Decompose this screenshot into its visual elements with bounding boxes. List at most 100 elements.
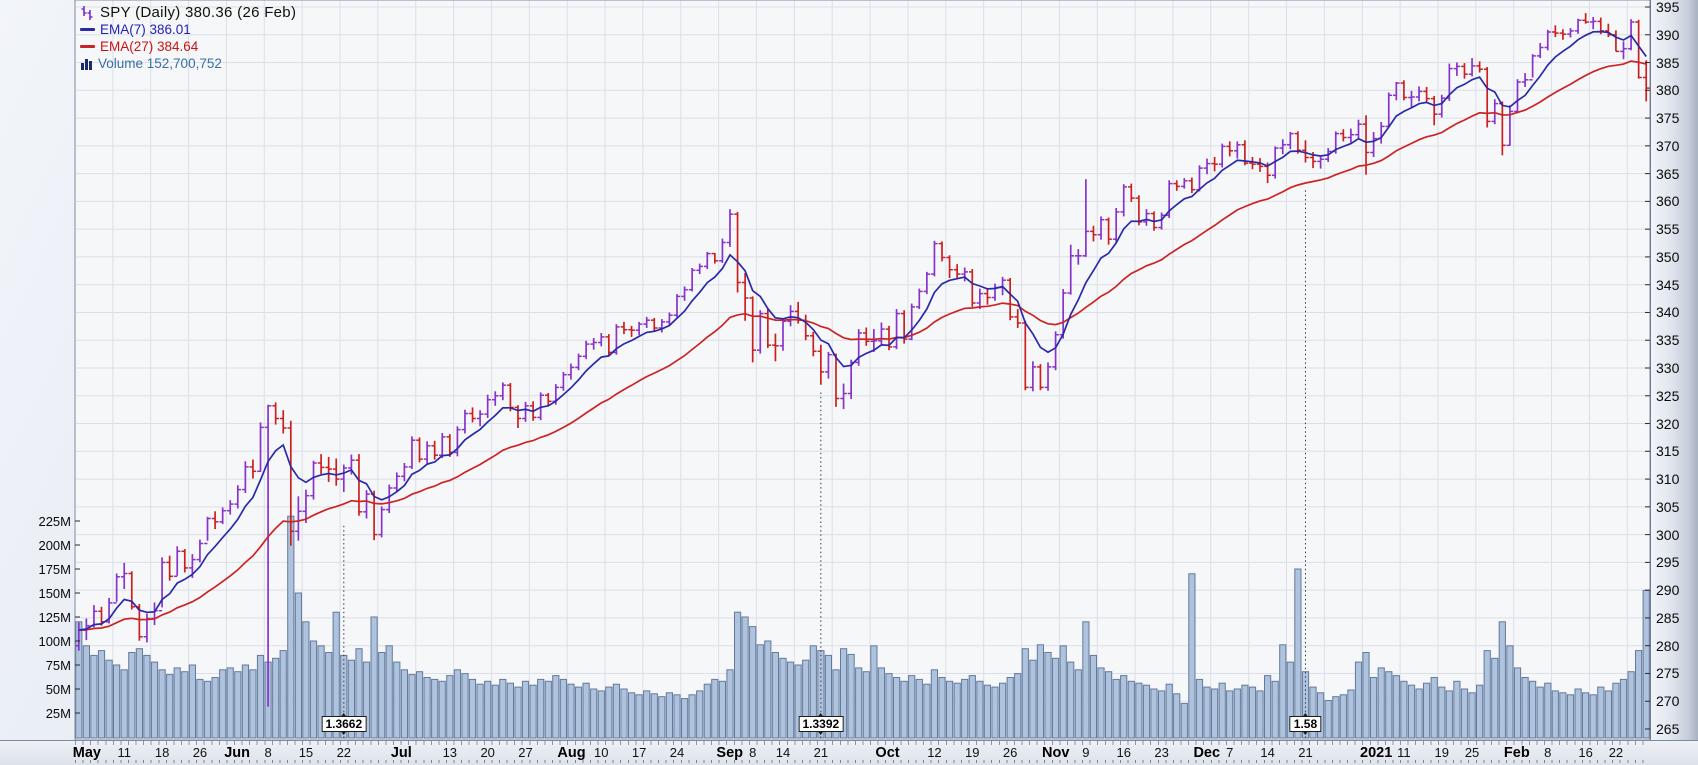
date-axis-month-label: Oct: [875, 745, 900, 761]
volume-bar: [1468, 692, 1476, 739]
date-axis-day-label: 8: [264, 745, 272, 760]
price-bar: [757, 310, 764, 354]
price-axis-label: 325: [1656, 387, 1680, 404]
price-bar: [560, 371, 567, 391]
price-bar: [946, 255, 953, 278]
volume-bar: [1241, 684, 1249, 739]
price-axis-label: 380: [1656, 82, 1680, 99]
price-axis-label: 275: [1656, 665, 1680, 682]
volume-bar: [749, 626, 757, 739]
price-bar: [1567, 28, 1574, 38]
price-axis-label: 350: [1656, 248, 1680, 265]
price-bar: [651, 318, 658, 332]
annotation-callout[interactable]: 1.3662: [321, 713, 367, 735]
price-bar: [734, 211, 741, 293]
volume-bar: [521, 680, 530, 739]
price-bar: [1589, 17, 1597, 30]
symbol-title-label: SPY (Daily) 380.36 (26 Feb): [100, 4, 297, 21]
price-bar: [1211, 157, 1218, 172]
volume-bar: [188, 664, 197, 739]
volume-bar: [597, 690, 605, 739]
price-bar: [1430, 95, 1438, 126]
price-bars-series: [75, 13, 1650, 707]
volume-bar: [764, 640, 772, 739]
date-axis-day-label: 17: [631, 745, 647, 760]
volume-bar: [294, 592, 302, 739]
volume-bar: [567, 683, 575, 739]
price-bar: [514, 405, 522, 428]
price-bar: [545, 393, 552, 407]
volume-bar: [468, 678, 477, 739]
price-bar: [1302, 140, 1309, 163]
grid-lines: [76, 0, 1649, 739]
price-bar: [1317, 155, 1324, 169]
volume-bar: [347, 659, 355, 739]
volume-bar: [1574, 688, 1582, 739]
price-bar: [234, 485, 242, 509]
volume-bar: [711, 678, 719, 739]
price-axis-label: 280: [1656, 637, 1680, 654]
price-bar: [1423, 87, 1430, 102]
volume-series: [75, 515, 1650, 739]
annotation-callout[interactable]: 1.3392: [798, 713, 844, 735]
volume-bar: [514, 686, 522, 739]
price-bar: [696, 263, 703, 275]
price-bar: [984, 288, 991, 305]
date-axis-day-label: 12: [927, 745, 942, 760]
annotation-callout[interactable]: 1.58: [1289, 713, 1322, 735]
volume-bar: [1430, 677, 1438, 739]
price-bar: [1468, 58, 1476, 77]
volume-bar: [1158, 690, 1166, 739]
volume-bar: [408, 674, 416, 739]
volume-bar: [802, 659, 810, 739]
volume-bar: [1407, 684, 1416, 739]
volume-bar: [1286, 661, 1294, 739]
date-axis-day-label: 24: [669, 745, 685, 760]
price-bar: [113, 573, 120, 604]
price-bar: [1408, 90, 1415, 107]
price-bar: [1097, 216, 1105, 240]
price-bar: [1044, 362, 1052, 391]
volume-bar: [1180, 702, 1188, 739]
volume-bar: [1165, 683, 1173, 739]
volume-bar: [1521, 677, 1529, 739]
volume-bar: [1339, 694, 1347, 739]
volume-bar: [1551, 690, 1559, 739]
price-bar: [454, 426, 461, 457]
price-bar: [469, 407, 476, 423]
price-bar: [401, 463, 408, 482]
price-bar: [1552, 25, 1559, 37]
volume-axis-label: 125M: [38, 610, 71, 625]
volume-bar: [983, 684, 991, 739]
volume-bar: [1589, 694, 1597, 739]
volume-bar: [1211, 688, 1219, 739]
price-bar: [484, 394, 491, 418]
legend-symbol-row: SPY (Daily) 380.36 (26 Feb): [80, 4, 296, 21]
volume-bar: [741, 616, 749, 739]
volume-bar: [1105, 671, 1113, 739]
price-bar: [1090, 225, 1097, 242]
volume-bar: [1112, 678, 1120, 739]
volume-bar: [832, 669, 840, 739]
volume-bar: [885, 673, 893, 739]
volume-bar: [1256, 690, 1264, 739]
ema27-label: EMA(27) 384.64: [100, 39, 199, 54]
volume-bar: [552, 675, 560, 739]
price-bar: [969, 269, 976, 307]
price-bar: [325, 456, 332, 482]
legend-ema27-row: EMA(27) 384.64: [80, 38, 296, 55]
date-axis-month-label: Jun: [224, 745, 250, 761]
plot-background: [75, 0, 1650, 740]
price-bar: [1256, 158, 1264, 172]
ema27-line-swatch: [80, 45, 95, 48]
volume-bar: [234, 671, 242, 739]
volume-bar: [196, 678, 204, 739]
price-bar: [1173, 180, 1180, 191]
price-axis-label: 370: [1656, 137, 1680, 154]
volume-bar: [1324, 700, 1332, 739]
volume-bar: [1377, 667, 1385, 739]
volume-bar: [1294, 568, 1302, 739]
date-axis-day-label: 27: [518, 745, 533, 760]
volume-bar: [317, 645, 325, 739]
